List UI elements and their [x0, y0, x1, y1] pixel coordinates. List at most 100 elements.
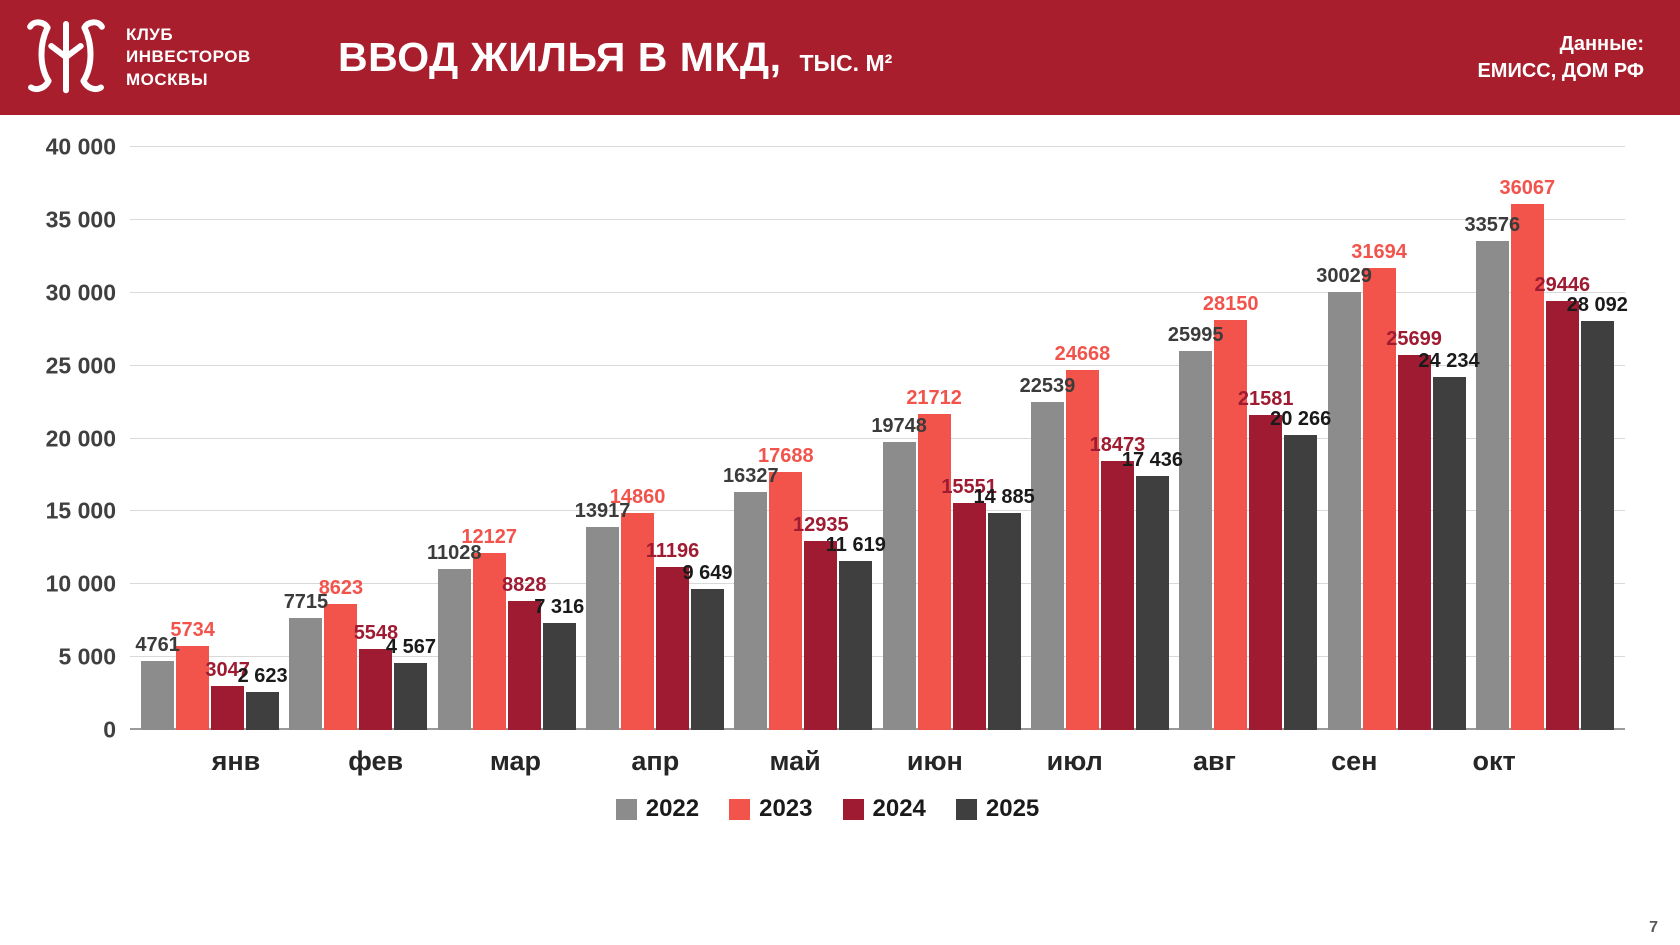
- y-tick-label: 35 000: [45, 206, 116, 233]
- logo-block: КЛУБ ИНВЕСТОРОВ МОСКВЫ: [20, 14, 320, 102]
- gridline: [130, 437, 1625, 439]
- bar-value-label: 5548: [353, 622, 399, 645]
- bar-cell: 4761: [135, 147, 180, 730]
- bar-cell: 7 316: [534, 147, 584, 730]
- bar-value-label: 31694: [1351, 241, 1407, 264]
- x-axis-label-июл: июл: [1046, 746, 1103, 776]
- legend-item-2022: 2022: [615, 795, 700, 823]
- bar-value-label: 19748: [871, 415, 927, 438]
- bar-group-май: 16327 17688 12935 11 619: [723, 147, 886, 730]
- bar-value-label: 13917: [574, 500, 631, 523]
- x-axis-label-мар: мар: [489, 746, 542, 776]
- bar-2025-сен: [1432, 376, 1466, 730]
- x-axis-labels: янв фев мар апр май июн июл авг сен окт: [160, 746, 1570, 777]
- bar-value-label: 25995: [1167, 324, 1224, 347]
- bar-cell: 20 266: [1270, 147, 1331, 730]
- header-bar: КЛУБ ИНВЕСТОРОВ МОСКВЫ ВВОД ЖИЛЬЯ В МКД,…: [0, 0, 1680, 115]
- bar-cell: 11 619: [826, 147, 886, 730]
- bar-2024-июн: [952, 503, 986, 730]
- bar-value-label: 25699: [1386, 328, 1442, 351]
- bar-cell: 8828: [502, 147, 546, 730]
- bar-cell: 11196: [646, 147, 699, 730]
- bar-cell: 14 885: [974, 147, 1035, 730]
- legend-label: 2022: [645, 795, 700, 822]
- bar-2025-окт: [1580, 320, 1614, 730]
- bar-2023-июн: [917, 413, 951, 730]
- bar-2022-мар: [437, 569, 471, 730]
- y-tick-label: 5 000: [58, 643, 116, 670]
- bar-2025-июл: [1135, 475, 1169, 730]
- bar-2025-май: [839, 560, 873, 730]
- bar-value-label: 36067: [1499, 177, 1556, 200]
- bar-2025-апр: [691, 589, 725, 730]
- bar-cell: 31694: [1351, 147, 1407, 730]
- bar-value-label: 22539: [1019, 374, 1076, 397]
- bar-group-янв: 4761 5734 3047 2 623: [135, 147, 288, 730]
- bar-value-label: 11196: [645, 539, 700, 562]
- bar-value-label: 9 649: [682, 562, 733, 585]
- bar-2022-сен: [1327, 292, 1361, 730]
- bar-2022-фев: [289, 617, 323, 730]
- bar-2024-май: [804, 541, 838, 730]
- bar-group-июн: 19748 21712 15551 14 885: [871, 147, 1035, 730]
- bar-value-label: 2 623: [237, 664, 288, 687]
- bar-value-label: 20 266: [1270, 407, 1332, 430]
- bar-2025-авг: [1284, 434, 1318, 730]
- gridline: [130, 291, 1625, 293]
- bar-2024-янв: [211, 685, 245, 730]
- bar-cell: 22539: [1020, 147, 1075, 730]
- bar-group-сен: 30029 31694 25699 24 234: [1316, 147, 1480, 730]
- data-source: Данные: ЕМИСС, ДОМ РФ: [1477, 31, 1644, 85]
- bar-group-мар: 11028 12127 8828 7 316: [427, 147, 584, 730]
- data-source-value: ЕМИСС, ДОМ РФ: [1477, 59, 1644, 82]
- y-tick-label: 40 000: [45, 133, 116, 160]
- bar-chart: 0 5 000 10 000 15 000 20 000 25 000 30 000 35 0…: [0, 115, 1680, 823]
- bar-2022-июл: [1030, 401, 1064, 730]
- bar-cell: 25995: [1168, 147, 1224, 730]
- bar-value-label: 4761: [135, 633, 180, 656]
- bar-2022-окт: [1475, 240, 1509, 730]
- bar-value-label: 4 567: [385, 636, 436, 659]
- bar-groups: 4761 5734 3047 2 623 7715 8623 5548 4 567 11028 1…: [130, 147, 1628, 730]
- bar-value-label: 17688: [758, 445, 814, 468]
- bar-value-label: 28150: [1202, 292, 1259, 315]
- bar-value-label: 14860: [609, 486, 666, 509]
- bar-cell: 28150: [1203, 147, 1259, 730]
- plot-area: 4761 5734 3047 2 623 7715 8623 5548 4 567 11028 1…: [130, 146, 1628, 730]
- bar-value-label: 14 885: [973, 486, 1035, 509]
- bar-value-label: 15551: [941, 476, 997, 499]
- bar-value-label: 33576: [1464, 213, 1521, 236]
- bar-2022-авг: [1179, 351, 1213, 730]
- bar-value-label: 24 234: [1418, 349, 1480, 372]
- bar-2024-июл: [1100, 460, 1134, 730]
- gridline: [130, 656, 1625, 658]
- bar-cell: 36067: [1500, 147, 1555, 730]
- bar-2022-май: [734, 492, 768, 730]
- bar-group-окт: 33576 36067 29446 28 092: [1465, 147, 1628, 730]
- logo-text-line: МОСКВЫ: [126, 69, 208, 89]
- y-tick-label: 0: [103, 716, 116, 743]
- bar-2024-сен: [1397, 355, 1431, 730]
- bar-cell: 29446: [1535, 147, 1590, 730]
- bar-cell: 12127: [461, 147, 517, 730]
- bar-cell: 14860: [610, 147, 665, 730]
- bar-cell: 19748: [871, 147, 927, 730]
- legend-item-2024: 2024: [842, 795, 926, 823]
- x-axis-label-май: май: [769, 746, 821, 776]
- bar-cell: 24 234: [1418, 147, 1480, 730]
- bar-cell: 21712: [906, 147, 962, 730]
- bar-cell: 5548: [354, 147, 398, 730]
- bar-value-label: 5734: [170, 619, 215, 642]
- bar-2025-фев: [394, 663, 428, 730]
- bar-value-label: 21581: [1237, 388, 1294, 411]
- x-axis-label-янв: янв: [211, 746, 261, 776]
- bar-cell: 5734: [170, 147, 215, 730]
- gridline: [130, 364, 1625, 366]
- bar-2022-янв: [141, 660, 175, 730]
- y-tick-label: 15 000: [45, 497, 116, 524]
- bar-group-апр: 13917 14860 11196 9 649: [575, 147, 733, 730]
- legend-swatch-2025: [955, 798, 977, 820]
- bar-cell: 24668: [1055, 147, 1110, 730]
- y-tick-label: 30 000: [45, 279, 116, 306]
- bar-value-label: 16327: [723, 465, 779, 488]
